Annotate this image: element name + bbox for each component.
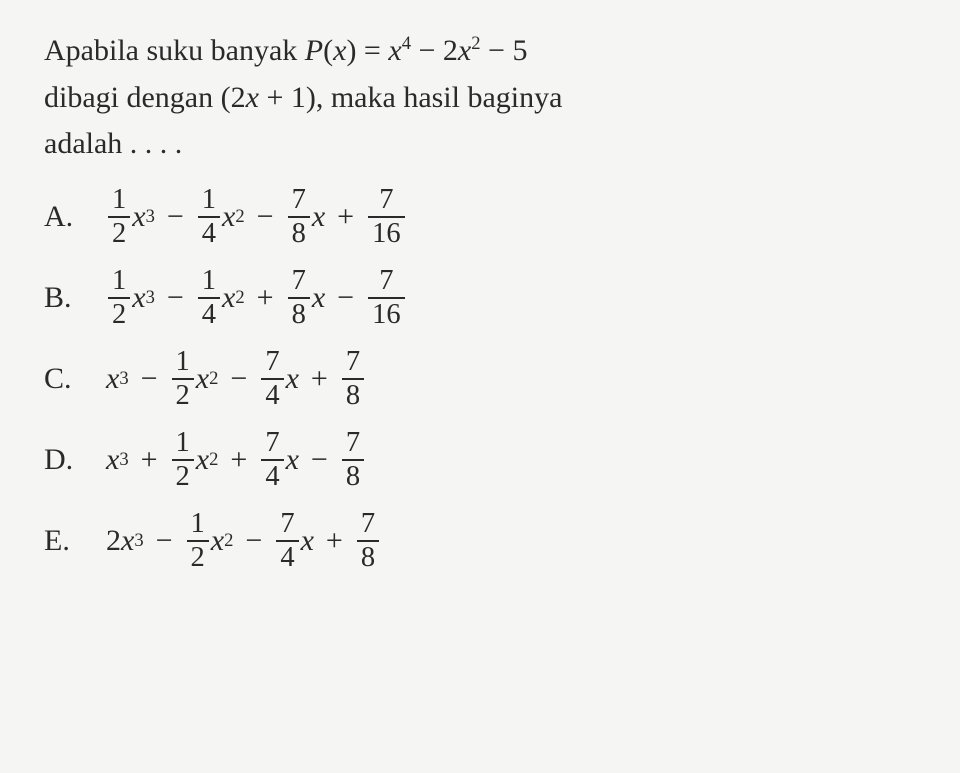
option-c: C. x3 − 12x2 − 74x + 78: [44, 348, 916, 411]
q-x: x: [333, 34, 346, 67]
q-px: P: [305, 34, 323, 67]
var-x: x: [132, 194, 145, 241]
var-x: x: [121, 518, 134, 565]
option-d-expr: x3 + 12x2 + 74x − 78: [106, 429, 366, 492]
option-e-expr: 2x3 − 12x2 − 74x + 78: [106, 510, 381, 573]
var-x: x: [286, 437, 299, 484]
frac-num: 1: [172, 429, 194, 458]
var-x: x: [106, 356, 119, 403]
question-text: Apabila suku banyak P(x) = x4 − 2x2 − 5 …: [44, 28, 916, 168]
q-text-1: Apabila suku banyak: [44, 34, 305, 67]
var-x: x: [312, 275, 325, 322]
q-line3: adalah . . . .: [44, 127, 182, 160]
frac-den: 2: [108, 220, 130, 249]
frac-den: 2: [172, 382, 194, 411]
q-x4: x: [388, 34, 401, 67]
q-line2b: + 1), maka hasil baginya: [259, 81, 563, 114]
q-line2: dibagi dengan (2: [44, 81, 246, 114]
frac-den: 8: [288, 220, 310, 249]
op-minus: −: [167, 275, 184, 322]
op-minus: −: [245, 518, 262, 565]
frac-num: 7: [288, 186, 310, 215]
var-x: x: [106, 437, 119, 484]
frac-num: 1: [198, 186, 220, 215]
frac-num: 7: [375, 186, 397, 215]
frac-num: 7: [342, 348, 364, 377]
frac-num: 7: [276, 510, 298, 539]
q-minus2: − 5: [481, 34, 528, 67]
op-plus: +: [311, 356, 328, 403]
op-plus: +: [230, 437, 247, 484]
frac-num: 7: [342, 429, 364, 458]
option-b: B. 12x3 − 14x2 + 78x − 716: [44, 267, 916, 330]
frac-num: 7: [288, 267, 310, 296]
frac-den: 2: [172, 463, 194, 492]
frac-den: 8: [342, 463, 364, 492]
frac-den: 8: [357, 544, 379, 573]
frac-num: 1: [187, 510, 209, 539]
frac-num: 1: [172, 348, 194, 377]
frac-den: 16: [368, 301, 405, 330]
q-open: (: [323, 34, 333, 67]
op-plus: +: [326, 518, 343, 565]
q-close: ) =: [346, 34, 388, 67]
frac-den: 4: [198, 220, 220, 249]
coef-2: 2: [106, 518, 121, 565]
q-x2: x: [458, 34, 471, 67]
op-minus: −: [257, 194, 274, 241]
op-minus: −: [337, 275, 354, 322]
frac-num: 1: [108, 186, 130, 215]
op-minus: −: [141, 356, 158, 403]
op-minus: −: [230, 356, 247, 403]
frac-num: 1: [198, 267, 220, 296]
option-d-label: D.: [44, 437, 84, 484]
op-plus: +: [257, 275, 274, 322]
options-list: A. 12x3 − 14x2 − 78x + 716 B. 12x3 − 14x…: [44, 186, 916, 573]
var-x: x: [196, 437, 209, 484]
option-e-label: E.: [44, 518, 84, 565]
option-c-label: C.: [44, 356, 84, 403]
frac-den: 8: [342, 382, 364, 411]
frac-den: 4: [276, 544, 298, 573]
op-plus: +: [141, 437, 158, 484]
var-x: x: [312, 194, 325, 241]
var-x: x: [222, 275, 235, 322]
frac-den: 16: [368, 220, 405, 249]
option-d: D. x3 + 12x2 + 74x − 78: [44, 429, 916, 492]
q-line2x: x: [246, 81, 259, 114]
q-exp2: 2: [471, 33, 480, 54]
var-x: x: [196, 356, 209, 403]
frac-den: 2: [108, 301, 130, 330]
op-minus: −: [167, 194, 184, 241]
frac-den: 2: [187, 544, 209, 573]
option-e: E. 2x3 − 12x2 − 74x + 78: [44, 510, 916, 573]
frac-num: 7: [357, 510, 379, 539]
frac-den: 4: [261, 382, 283, 411]
option-a-expr: 12x3 − 14x2 − 78x + 716: [106, 186, 407, 249]
var-x: x: [301, 518, 314, 565]
frac-den: 8: [288, 301, 310, 330]
frac-den: 4: [198, 301, 220, 330]
option-c-expr: x3 − 12x2 − 74x + 78: [106, 348, 366, 411]
var-x: x: [222, 194, 235, 241]
op-plus: +: [337, 194, 354, 241]
option-b-label: B.: [44, 275, 84, 322]
option-a-label: A.: [44, 194, 84, 241]
q-minus1: − 2: [411, 34, 458, 67]
var-x: x: [132, 275, 145, 322]
option-a: A. 12x3 − 14x2 − 78x + 716: [44, 186, 916, 249]
option-b-expr: 12x3 − 14x2 + 78x − 716: [106, 267, 407, 330]
var-x: x: [211, 518, 224, 565]
frac-den: 4: [261, 463, 283, 492]
frac-num: 7: [375, 267, 397, 296]
frac-num: 1: [108, 267, 130, 296]
q-exp4: 4: [402, 33, 411, 54]
op-minus: −: [156, 518, 173, 565]
frac-num: 7: [261, 429, 283, 458]
var-x: x: [286, 356, 299, 403]
op-minus: −: [311, 437, 328, 484]
frac-num: 7: [261, 348, 283, 377]
